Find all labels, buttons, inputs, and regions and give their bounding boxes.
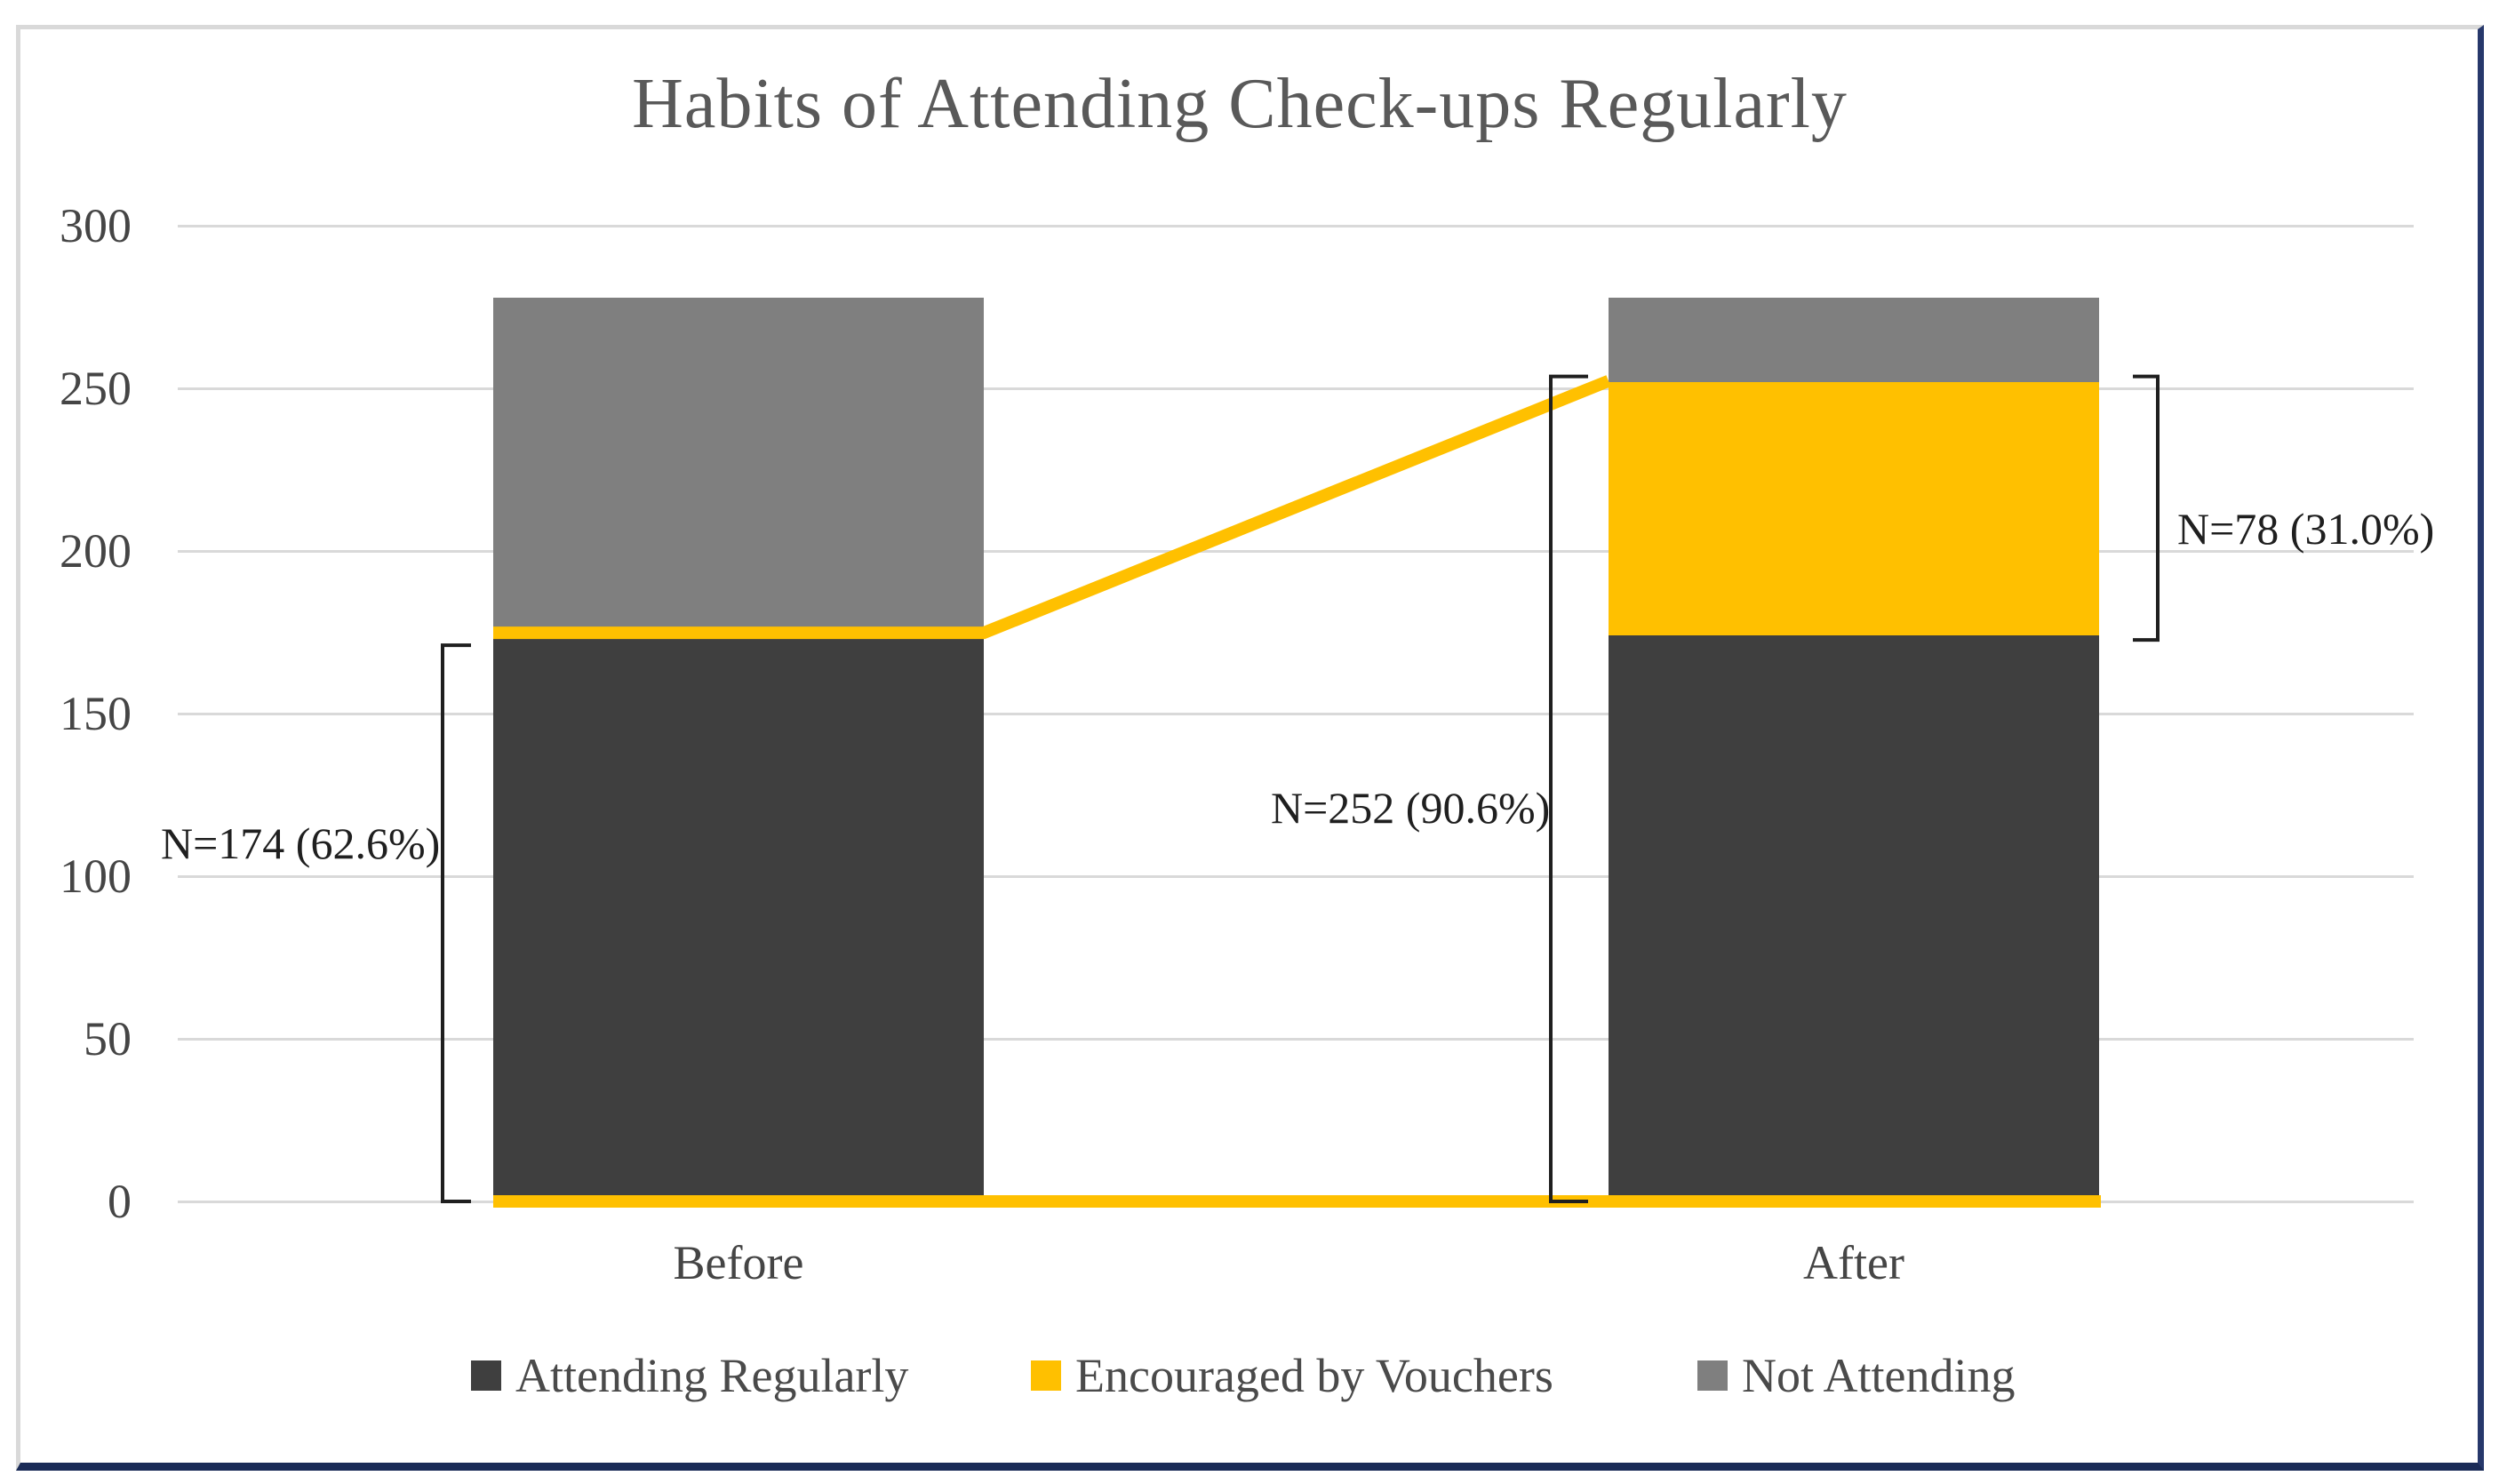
gridline-y100 xyxy=(178,874,2414,878)
legend-swatch-encouraged-by-vouchers xyxy=(1031,1360,1061,1391)
chart-title: Habits of Attending Check-ups Regularly xyxy=(632,65,1848,143)
bar-segment-before-attending-regularly xyxy=(493,635,984,1201)
y-tick-label: 0 xyxy=(108,1175,132,1228)
bar-segment-after-attending-regularly xyxy=(1609,635,2099,1201)
legend-swatch-not-attending xyxy=(1697,1360,1728,1391)
category-label-before: Before xyxy=(673,1236,804,1289)
gridline-y300 xyxy=(178,224,2414,227)
y-tick-label: 100 xyxy=(60,850,132,903)
annotation-n174: N=174 (62.6%) xyxy=(161,818,441,868)
gridline-y150 xyxy=(178,712,2414,715)
bar-segment-after-not-attending xyxy=(1609,297,2099,382)
legend-swatch-attending-regularly xyxy=(471,1360,501,1391)
legend-label: Encouraged by Vouchers xyxy=(1075,1349,1553,1402)
gridline-y50 xyxy=(178,1037,2414,1041)
y-tick-label: 150 xyxy=(60,687,132,740)
legend-item-not-attending: Not Attending xyxy=(1697,1349,2016,1402)
legend-label: Attending Regularly xyxy=(515,1349,909,1402)
legend-label: Not Attending xyxy=(1742,1349,2016,1402)
legend-item-attending-regularly: Attending Regularly xyxy=(471,1349,908,1402)
chart-frame xyxy=(16,25,2484,1471)
y-tick-label: 250 xyxy=(60,362,132,415)
annotation-n252: N=252 (90.6%) xyxy=(1271,783,1551,833)
bar-segment-before-not-attending xyxy=(493,297,984,636)
y-tick-label: 300 xyxy=(60,199,132,252)
legend-item-encouraged-by-vouchers: Encouraged by Vouchers xyxy=(1031,1349,1553,1402)
annotation-n78: N=78 (31.0%) xyxy=(2177,504,2435,554)
bar-segment-after-encouraged-by-vouchers xyxy=(1609,381,2099,636)
category-label-after: After xyxy=(1803,1236,1904,1289)
y-tick-label: 50 xyxy=(84,1012,132,1065)
y-tick-label: 200 xyxy=(60,524,132,578)
